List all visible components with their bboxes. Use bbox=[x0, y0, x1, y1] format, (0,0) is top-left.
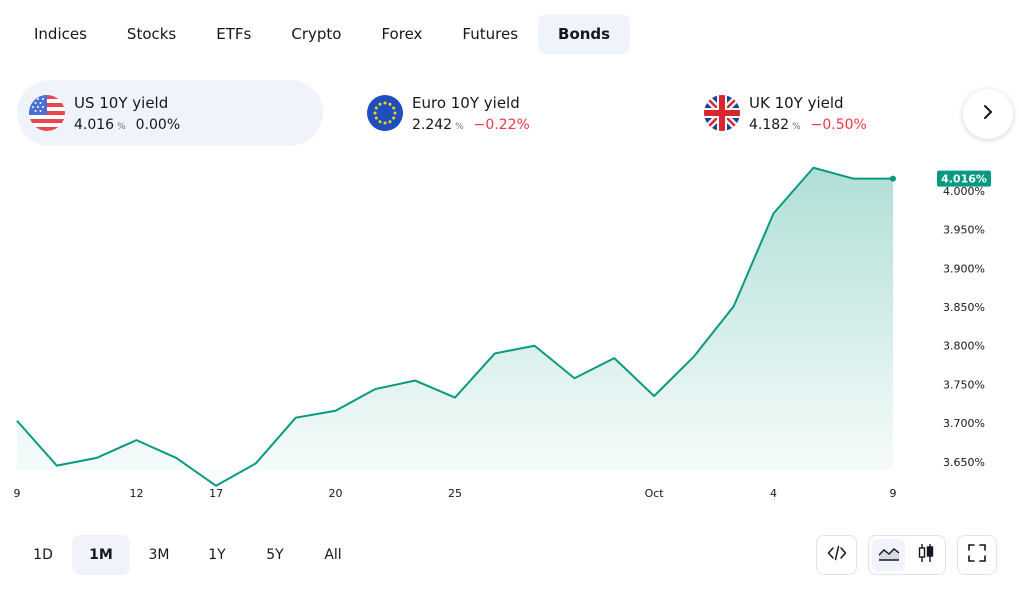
tab-indices[interactable]: Indices bbox=[34, 25, 87, 43]
tab-stocks[interactable]: Stocks bbox=[126, 25, 177, 43]
x-tick-label: 20 bbox=[329, 487, 343, 500]
chevron-right-icon bbox=[980, 104, 996, 124]
x-tick-label: 4 bbox=[770, 487, 777, 500]
range-1d[interactable]: 1D bbox=[33, 547, 53, 563]
us-flag-icon bbox=[29, 95, 65, 131]
time-range-selector: 1D 1M 3M 1Y 5Y All bbox=[14, 535, 362, 575]
x-tick-label: Oct bbox=[645, 487, 665, 500]
range-1m[interactable]: 1M bbox=[72, 535, 130, 575]
area-fill bbox=[17, 167, 893, 486]
chart-type-toggle bbox=[868, 535, 946, 575]
eu-flag-icon bbox=[367, 95, 403, 131]
embed-code-button[interactable] bbox=[816, 535, 857, 575]
y-tick-label: 3.800% bbox=[943, 340, 985, 353]
x-tick-label: 17 bbox=[209, 487, 223, 500]
data-point bbox=[890, 175, 896, 182]
series-line bbox=[16, 166, 893, 487]
y-tick-label: 3.700% bbox=[943, 417, 985, 430]
y-tick-label: 3.900% bbox=[943, 262, 985, 275]
range-3m[interactable]: 3M bbox=[148, 547, 170, 563]
last-value-badge bbox=[937, 170, 991, 187]
y-tick-label: 4.000% bbox=[943, 185, 985, 198]
range-all[interactable]: All bbox=[324, 547, 342, 563]
card-uk-10y-yield[interactable]: UK 10Y yield 4.182 % −0.50% bbox=[692, 80, 952, 146]
card-change: 0.00% bbox=[135, 116, 181, 133]
candlestick-chart-button[interactable] bbox=[909, 539, 942, 571]
card-us-10y-yield[interactable]: US 10Y yield 4.016 % 0.00% bbox=[17, 80, 323, 146]
y-tick-label: 3.750% bbox=[943, 378, 985, 391]
tab-forex[interactable]: Forex bbox=[381, 25, 423, 43]
last-value-label: 4.016% bbox=[941, 173, 987, 186]
area-chart-button[interactable] bbox=[872, 539, 905, 571]
card-euro-10y-yield[interactable]: Euro 10Y yield 2.242 % −0.22% bbox=[355, 80, 655, 146]
area-chart-icon bbox=[878, 544, 900, 566]
uk-flag-icon bbox=[704, 95, 740, 131]
candlestick-icon bbox=[917, 543, 935, 567]
card-unit: % bbox=[455, 121, 464, 132]
yield-chart[interactable]: 9 12 17 20 25 Oct 4 9 4.000% 3.950% 3.900% 3.850% 3… bbox=[0, 160, 1019, 510]
card-name: UK 10Y yield bbox=[749, 93, 844, 112]
card-unit: % bbox=[792, 121, 801, 132]
y-tick-label: 3.850% bbox=[943, 301, 985, 314]
tab-futures[interactable]: Futures bbox=[462, 25, 519, 43]
next-cards-button[interactable] bbox=[963, 89, 1013, 139]
fullscreen-icon bbox=[967, 543, 987, 567]
code-icon bbox=[827, 543, 847, 567]
x-tick-label: 25 bbox=[448, 487, 462, 500]
card-value: 4.016 bbox=[74, 116, 115, 133]
tab-etfs[interactable]: ETFs bbox=[216, 25, 252, 43]
tab-bonds[interactable]: Bonds bbox=[538, 14, 631, 54]
x-tick-label: 9 bbox=[14, 487, 21, 500]
card-value: 2.242 bbox=[412, 116, 453, 133]
y-tick-label: 3.950% bbox=[943, 224, 985, 237]
card-change: −0.22% bbox=[473, 116, 530, 133]
x-tick-label: 9 bbox=[890, 487, 897, 500]
card-change: −0.50% bbox=[810, 116, 867, 133]
card-name: US 10Y yield bbox=[74, 93, 169, 112]
range-1y[interactable]: 1Y bbox=[208, 547, 226, 563]
x-tick-label: 12 bbox=[129, 487, 143, 500]
fullscreen-button[interactable] bbox=[957, 535, 997, 575]
range-5y[interactable]: 5Y bbox=[266, 547, 284, 563]
card-value: 4.182 bbox=[749, 116, 790, 133]
tab-crypto[interactable]: Crypto bbox=[291, 25, 342, 43]
card-name: Euro 10Y yield bbox=[412, 93, 520, 112]
market-category-tabs: Indices Stocks ETFs Crypto Forex Futures Bonds bbox=[14, 14, 631, 54]
y-tick-label: 3.650% bbox=[943, 456, 985, 469]
card-unit: % bbox=[117, 121, 126, 132]
